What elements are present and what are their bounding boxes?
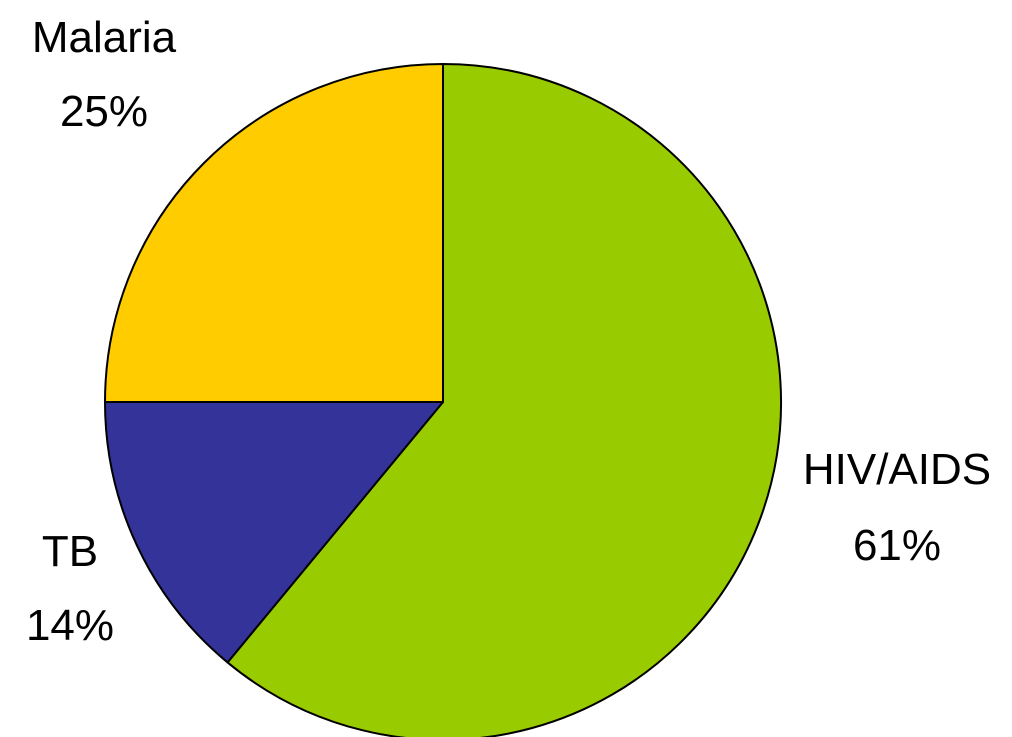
slice-label-malaria-percent: 25% <box>60 87 148 136</box>
slice-label-tb-name: TB <box>42 527 98 576</box>
pie-slices <box>104 63 782 737</box>
pie-slice-tb <box>104 401 444 664</box>
pie-slice-malaria <box>104 63 444 403</box>
slice-label-hiv-aids-name: HIV/AIDS <box>803 445 991 494</box>
pie-slice-hiv-aids <box>226 63 782 737</box>
slice-label-tb-percent: 14% <box>26 601 114 650</box>
slice-label-malaria-name: Malaria <box>32 13 177 62</box>
slice-label-hiv-aids-percent: 61% <box>853 521 941 570</box>
